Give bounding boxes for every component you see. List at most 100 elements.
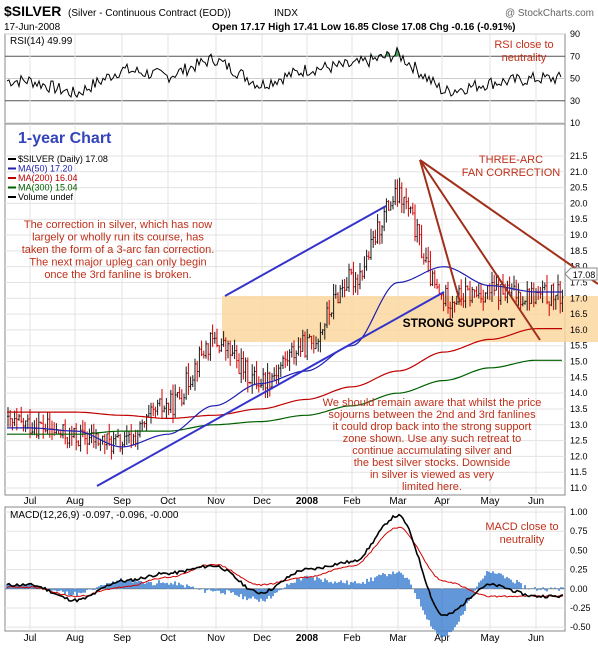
svg-text:17.08: 17.08: [573, 270, 596, 280]
price-tick-label-21: 11.0: [570, 483, 587, 493]
note-right: We should remain aware that whilst the p…: [323, 397, 542, 493]
x-tick-label-price-1: Aug: [66, 496, 84, 507]
fan-label-line-1: THREE-ARC: [479, 154, 543, 166]
ma200-line: [7, 328, 562, 419]
price-tick-label-18: 12.5: [570, 436, 588, 446]
price-tick-label-5: 19.0: [570, 230, 588, 240]
macd-tick-label-4: 0.00: [570, 584, 588, 594]
x-tick-label-price-10: May: [481, 496, 500, 507]
price-axis: 21.5 21.0 20.5 20.0 19.5 19.0 18.5 18.0 17.5 17.0…: [570, 151, 588, 493]
ohlc-readout: Open 17.17 High 17.41 Low 16.85 Close 17…: [212, 22, 515, 33]
macd-tick-label-3: 0.25: [570, 565, 588, 575]
x-tick-label-macd-2: Sep: [113, 633, 131, 644]
legend-entry-2: MA(200) 16.04: [18, 173, 78, 183]
rsi-line: [6, 46, 562, 99]
macd-label: MACD(12,26,9) -0.097, -0.096, -0.000: [10, 510, 179, 521]
macd-line: [6, 513, 564, 617]
legend-entry-1: MA(50) 17.20: [18, 164, 73, 174]
x-tick-label-price-6: 2008: [296, 496, 319, 507]
price-tick-label-10: 16.5: [570, 309, 588, 319]
note-left-line-3: The next major upleg can only begin: [29, 257, 206, 269]
note-left-line-1: largely or wholly run its course, has: [32, 232, 204, 244]
note-right-line-2: it could drop back into the strong suppo…: [333, 421, 532, 433]
chart-header: $SILVER (Silver - Continuous Contract (E…: [4, 3, 594, 33]
note-right-line-1: sojourns between the 2nd and 3rd fanline…: [328, 409, 536, 421]
legend-entry-0: $SILVER (Daily) 17.08: [18, 154, 108, 164]
macd-tick-label-2: 0.50: [570, 545, 588, 555]
price-tick-label-0: 21.5: [570, 151, 588, 161]
x-tick-label-price-7: Feb: [343, 496, 361, 507]
price-tick-label-19: 12.0: [570, 451, 588, 461]
x-tick-label-price-11: Jun: [528, 496, 544, 507]
note-right-line-7: limited here.: [402, 481, 462, 493]
macd-panel: [4, 506, 566, 632]
rsi-axis: 90 70 50 30 10: [570, 29, 580, 128]
last-price-tag: 17.08: [564, 267, 598, 281]
note-right-line-6: in silver is viewed as very: [370, 469, 495, 481]
note-left-line-0: The correction in silver, which has now: [24, 219, 212, 231]
x-axis-price: Jul Aug Sep Oct Nov Dec 2008 Feb Mar Apr May Jun: [24, 496, 544, 507]
price-tick-label-8: 17.5: [570, 277, 588, 287]
x-tick-label-price-2: Sep: [113, 496, 131, 507]
price-tick-label-17: 13.0: [570, 420, 588, 430]
instrument-name: (Silver - Continuous Contract (EOD)): [68, 8, 231, 19]
x-tick-label-macd-8: Mar: [389, 633, 407, 644]
x-tick-label-macd-3: Oct: [160, 633, 176, 644]
x-tick-label-macd-6: 2008: [296, 633, 319, 644]
ma300-line: [7, 359, 562, 435]
x-axis-macd: Jul Aug Sep Oct Nov Dec 2008 Feb Mar Apr May Jun: [24, 633, 544, 644]
price-tick-label-6: 18.5: [570, 246, 588, 256]
macd-annotation-line-2: neutrality: [500, 534, 545, 546]
rsi-tick-label-2: 50: [570, 74, 580, 84]
rsi-annotation-line-2: neutrality: [502, 52, 547, 64]
x-tick-label-macd-0: Jul: [24, 633, 37, 644]
x-tick-label-price-5: Dec: [253, 496, 271, 507]
rsi-tick-label-4: 10: [570, 118, 580, 128]
chart-title: 1-year Chart: [18, 130, 112, 147]
x-tick-label-macd-9: Apr: [434, 633, 450, 644]
support-label: STRONG SUPPORT: [403, 316, 516, 330]
price-tick-label-15: 14.0: [570, 388, 588, 398]
price-tick-label-16: 13.5: [570, 404, 588, 414]
price-tick-label-1: 21.0: [570, 167, 588, 177]
price-tick-label-20: 11.5: [570, 467, 587, 477]
x-tick-label-price-4: Nov: [207, 496, 225, 507]
price-tick-label-4: 19.5: [570, 214, 588, 224]
price-tick-label-7: 18.0: [570, 262, 588, 272]
x-tick-label-macd-1: Aug: [66, 633, 84, 644]
x-tick-label-price-3: Oct: [160, 496, 176, 507]
macd-annotation-line-1: MACD close to: [485, 521, 558, 533]
exchange-label: INDX: [274, 8, 298, 19]
fanline-3: [419, 159, 598, 285]
x-tick-label-macd-5: Dec: [253, 633, 271, 644]
source-credit: @ StockCharts.com: [505, 8, 594, 19]
x-tick-label-macd-11: Jun: [528, 633, 544, 644]
rsi-tick-label-3: 30: [570, 96, 580, 106]
price-tick-label-13: 15.0: [570, 357, 588, 367]
note-right-line-5: the best silver stocks. Downside: [354, 457, 511, 469]
price-tick-label-12: 15.5: [570, 341, 588, 351]
rsi-label: RSI(14) 49.99: [10, 36, 73, 47]
rsi-tick-label-1: 70: [570, 51, 580, 61]
x-tick-label-macd-4: Nov: [207, 633, 225, 644]
price-tick-label-14: 14.5: [570, 372, 588, 382]
note-right-line-0: We should remain aware that whilst the p…: [323, 397, 542, 409]
price-tick-label-9: 17.0: [570, 293, 588, 303]
macd-tick-label-5: -0.25: [570, 603, 591, 613]
note-left-line-2: taken the form of a 3-arc fan correction…: [22, 244, 215, 256]
x-tick-label-macd-7: Feb: [343, 633, 361, 644]
x-tick-label-macd-10: May: [481, 633, 500, 644]
rsi-tick-label-0: 90: [570, 29, 580, 39]
x-tick-label-price-9: Apr: [434, 496, 450, 507]
macd-tick-label-1: 0.75: [570, 526, 588, 536]
price-tick-label-3: 20.0: [570, 198, 588, 208]
x-tick-label-price-8: Mar: [389, 496, 407, 507]
fan-label-line-2: FAN CORRECTION: [462, 167, 560, 179]
note-left-line-4: once the 3rd fanline is broken.: [44, 269, 191, 281]
fanline-1: [419, 159, 461, 303]
macd-tick-label-0: 1.00: [570, 507, 588, 517]
ma50-line: [7, 266, 562, 448]
note-left: The correction in silver, which has nowl…: [22, 219, 215, 281]
